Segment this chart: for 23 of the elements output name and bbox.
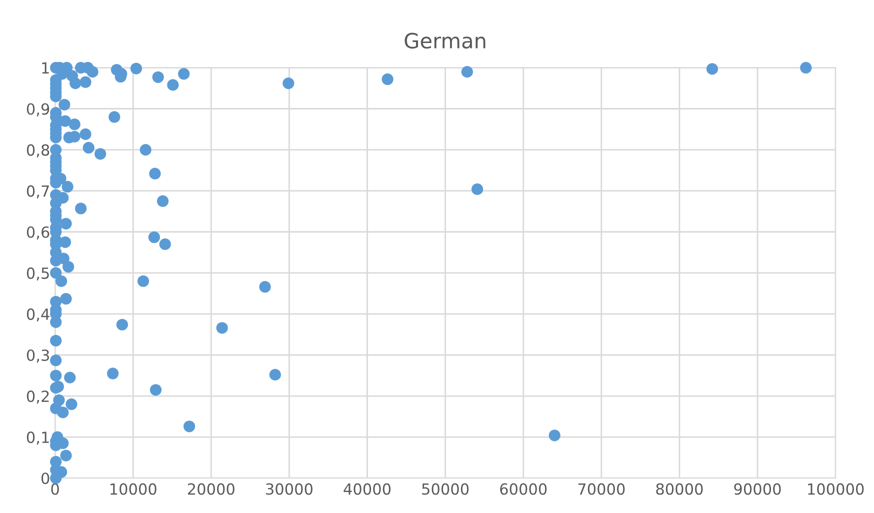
x-tick-label: 70000 <box>578 483 625 495</box>
y-tick-label: 0 <box>41 472 50 484</box>
y-tick-label: 0,5 <box>26 267 49 280</box>
x-tick-label: 60000 <box>500 483 547 495</box>
x-tick-label: 10000 <box>110 483 156 495</box>
x-tick-label: 50000 <box>422 483 469 495</box>
y-tick-label: 1 <box>42 62 49 74</box>
x-tick-label: 30000 <box>266 483 312 495</box>
y-tick-label: 0,1 <box>26 432 49 445</box>
x-tick-label: 20000 <box>188 483 234 495</box>
y-tick-label: 0,6 <box>26 226 50 240</box>
y-tick-label: 0,8 <box>26 144 50 158</box>
chart-title: German <box>404 32 486 49</box>
y-tick-label: 0,2 <box>26 390 49 404</box>
x-tick-label: 0 <box>51 483 59 495</box>
y-tick-label: 0,9 <box>26 103 50 116</box>
x-tick-label: 80000 <box>656 483 703 495</box>
x-tick-label: 90000 <box>734 483 781 495</box>
x-tick-label: 100000 <box>808 483 864 495</box>
y-tick-label: 0,4 <box>26 308 50 322</box>
y-tick-label: 0,7 <box>26 185 49 198</box>
y-tick-label: 0,3 <box>26 349 49 363</box>
x-tick-label: 40000 <box>344 483 391 495</box>
